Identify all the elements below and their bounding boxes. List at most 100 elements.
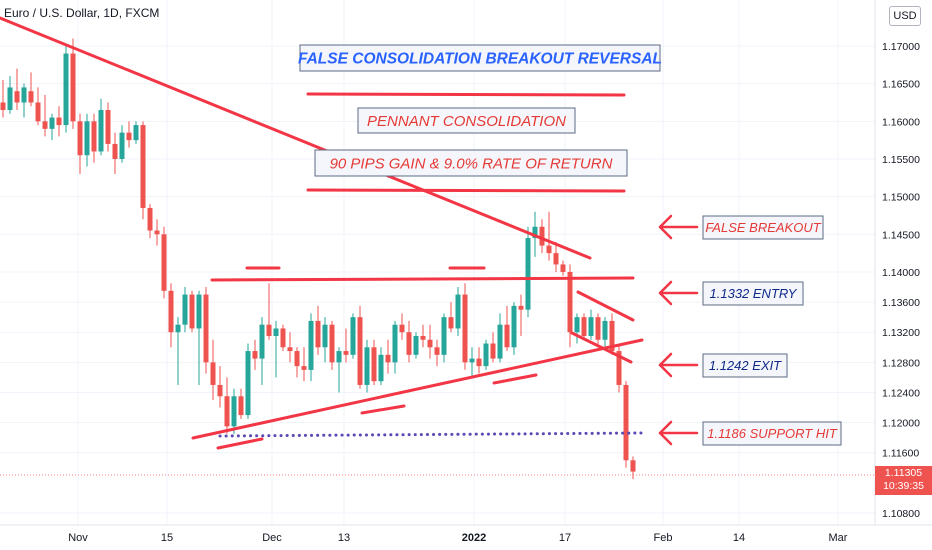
candle-body: [14, 91, 20, 103]
x-tick-label: Dec: [262, 532, 282, 544]
candle-body: [385, 354, 391, 363]
support-hit-label: 1.1186 SUPPORT HIT: [702, 421, 842, 446]
label-text: FALSE CONSOLIDATION BREAKOUT REVERSAL: [298, 51, 662, 68]
swing-mark: [492, 373, 538, 385]
candle-body: [35, 102, 41, 122]
candle: [336, 347, 342, 393]
countdown-timer: 10:39:35: [883, 480, 924, 492]
candle-body: [462, 294, 468, 363]
candle-body: [448, 317, 454, 329]
candle-body: [427, 339, 433, 348]
candle: [14, 68, 20, 111]
candle-body: [7, 87, 13, 111]
candle: [147, 204, 153, 239]
title-underline-bottom: [306, 188, 626, 193]
candle-body: [371, 347, 377, 382]
candle-body: [588, 317, 594, 336]
candle-body: [70, 53, 76, 122]
candle: [371, 339, 377, 385]
last-price-tag: 1.11305 10:39:35: [875, 466, 932, 495]
candle: [518, 294, 524, 336]
chart-title-box: FALSE CONSOLIDATION BREAKOUT REVERSAL: [298, 44, 662, 72]
drawings: [0, 16, 875, 476]
label-box-bg: [702, 281, 804, 306]
candle-body: [119, 132, 125, 159]
candle: [434, 339, 440, 367]
label-box-bg: [702, 353, 788, 378]
candle-body: [294, 351, 300, 367]
x-tick-label: 2022: [462, 532, 486, 544]
x-tick-label: Feb: [654, 532, 673, 544]
label-box-bg: [702, 421, 842, 446]
candle-body: [595, 317, 601, 340]
candle-body: [406, 332, 412, 355]
candle-body: [231, 396, 237, 427]
candle-body: [553, 253, 559, 265]
chart-grid: [0, 0, 875, 525]
candle: [469, 347, 475, 378]
candle-body: [343, 351, 349, 355]
candle-body: [378, 354, 384, 382]
candle-body: [224, 396, 230, 427]
symbol-title: Euro / U.S. Dollar, 1D, FXCM: [4, 6, 160, 20]
candle: [525, 226, 531, 318]
candle-body: [217, 384, 223, 397]
x-axis: Nov 15 Dec 13 2022 17 Feb 14 Mar: [0, 524, 932, 550]
candle: [77, 113, 83, 175]
candle-body: [399, 324, 405, 333]
candle: [105, 102, 111, 152]
price-scale-bg: [875, 0, 932, 550]
candle: [273, 320, 279, 378]
arrow-false-breakout: [658, 214, 699, 240]
candle-body: [49, 117, 55, 129]
swing-mark: [360, 404, 406, 415]
y-tick-label: 1.16000: [882, 116, 920, 128]
label-box-bg: [357, 107, 576, 134]
candle: [112, 132, 118, 175]
candle-body: [84, 121, 90, 156]
candle-body: [476, 358, 482, 367]
candle: [539, 219, 545, 254]
candle: [49, 113, 55, 141]
rising-support-line: [191, 338, 644, 440]
candle-body: [574, 317, 580, 333]
candle-body: [252, 351, 258, 359]
candle-body: [567, 271, 573, 333]
label-box-bg: [299, 44, 661, 72]
arrow-head: [658, 214, 673, 240]
candle-body: [210, 362, 216, 385]
support-dotted-line: [218, 431, 643, 438]
candle: [182, 287, 188, 333]
candle: [217, 366, 223, 408]
candle-body: [504, 324, 510, 348]
candle: [21, 83, 27, 118]
candle-body: [105, 110, 111, 144]
y-tick-label: 1.11600: [882, 448, 919, 460]
candle: [602, 317, 608, 348]
x-tick-label: Mar: [829, 532, 848, 544]
candle: [133, 121, 139, 144]
candle-body: [532, 226, 538, 239]
candle: [399, 313, 405, 340]
candle-body: [0, 102, 6, 111]
candle: [42, 94, 48, 137]
candle-body: [413, 335, 419, 355]
candle-body: [28, 91, 34, 103]
candle: [56, 106, 62, 137]
candle: [266, 283, 272, 340]
candle-body: [546, 245, 552, 254]
candle: [196, 290, 202, 385]
candle: [427, 324, 433, 359]
candle: [168, 283, 174, 348]
candle-body: [350, 317, 356, 355]
resistance-line: [210, 276, 635, 282]
candle-body: [42, 121, 48, 129]
candles: [0, 38, 636, 480]
candle: [378, 347, 384, 385]
candle: [343, 328, 349, 363]
candle: [546, 211, 552, 261]
arrow-support-hit: [658, 420, 699, 446]
currency-button[interactable]: USD: [889, 6, 921, 26]
candle: [238, 388, 244, 419]
